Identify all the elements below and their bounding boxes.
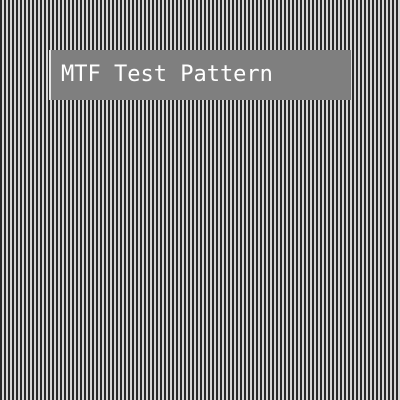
pattern-title: MTF Test Pattern — [61, 62, 273, 87]
title-label-box: MTF Test Pattern — [49, 50, 351, 100]
